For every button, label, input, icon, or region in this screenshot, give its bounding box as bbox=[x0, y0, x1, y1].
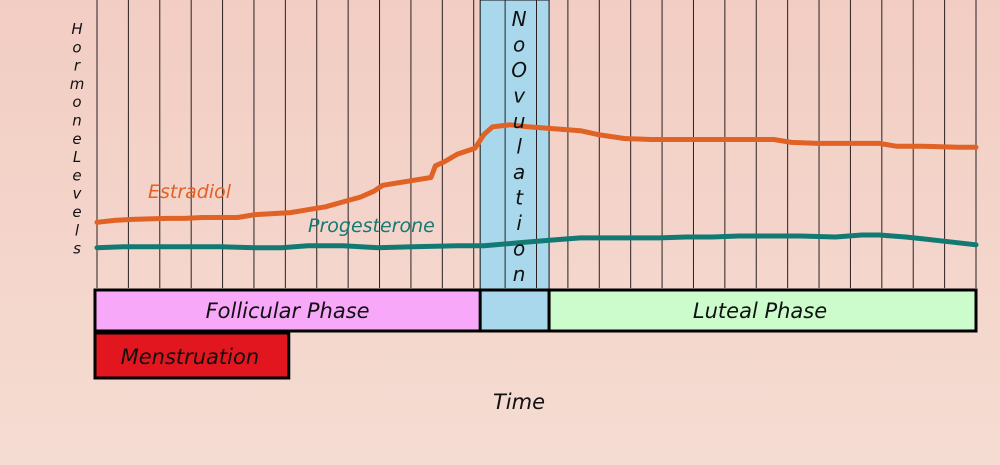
ovulation-label-letter: n bbox=[513, 262, 526, 286]
y-axis-label-letter: m bbox=[70, 75, 85, 93]
y-axis-label-letter: o bbox=[72, 93, 81, 111]
phase-segment bbox=[478, 288, 551, 333]
series-label-progesterone: Progesterone bbox=[308, 215, 435, 237]
phase-label: Luteal Phase bbox=[693, 299, 827, 323]
phase-label: Follicular Phase bbox=[206, 299, 370, 323]
series-line-estradiol bbox=[94, 122, 979, 225]
ovulation-label-letter: l bbox=[516, 135, 522, 159]
x-axis-label: Time bbox=[493, 390, 545, 414]
ovulation-label-letter: o bbox=[513, 237, 525, 261]
y-axis-label-letter: l bbox=[75, 221, 80, 239]
y-axis-label-letter: o bbox=[72, 38, 81, 56]
y-axis-label-letter: v bbox=[73, 185, 83, 203]
ovulation-label-letter: o bbox=[513, 33, 525, 57]
series-group bbox=[94, 122, 979, 251]
phase-bar: Follicular Phase Luteal Phase bbox=[93, 288, 978, 333]
phase-segment bbox=[547, 288, 978, 333]
series-label-estradiol: Estradiol bbox=[148, 181, 232, 203]
y-axis-label-letter: L bbox=[73, 148, 81, 166]
ovulation-label-letter: t bbox=[515, 186, 524, 210]
ovulation-label-letter: u bbox=[513, 109, 526, 133]
ovulation-label-letter: N bbox=[512, 7, 527, 31]
ovulation-label-letter: i bbox=[516, 211, 522, 235]
y-axis-label-letter: r bbox=[74, 57, 81, 75]
y-axis-label-letter: H bbox=[71, 20, 82, 38]
ovulation-label-letter: O bbox=[511, 58, 527, 82]
phase-segment bbox=[93, 288, 488, 333]
series-line-progesterone bbox=[94, 232, 979, 251]
menstruation-bar bbox=[93, 331, 291, 380]
ovulation-label-letter: v bbox=[513, 84, 526, 108]
y-axis-label-letter: s bbox=[73, 240, 81, 258]
menstruation-label: Menstruation bbox=[121, 345, 260, 369]
y-axis-label-letter: e bbox=[72, 203, 81, 221]
y-axis-label-letter: n bbox=[72, 112, 82, 130]
ovulation-band bbox=[479, 0, 550, 332]
y-axis-label-letter: e bbox=[72, 166, 81, 184]
y-axis-label-letter: e bbox=[72, 130, 81, 148]
ovulation-label-letter: a bbox=[513, 160, 525, 184]
